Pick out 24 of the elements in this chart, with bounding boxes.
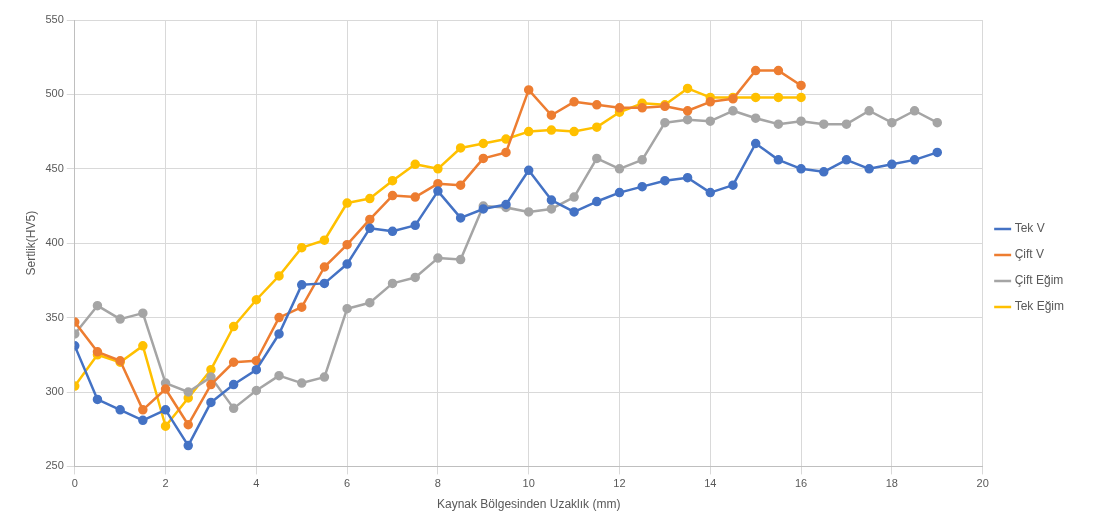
legend-label: Çift Eğim bbox=[1014, 273, 1064, 288]
y-tick-label: 550 bbox=[45, 13, 64, 26]
y-tick-label: 500 bbox=[45, 87, 64, 100]
x-tick-label: 18 bbox=[885, 477, 898, 490]
legend-label: Tek Eğim bbox=[1014, 299, 1065, 314]
x-tick-label: 6 bbox=[344, 477, 351, 490]
legend-label: Çift V bbox=[1014, 247, 1044, 262]
legend-label: Tek V bbox=[1014, 221, 1045, 236]
y-tick-label: 450 bbox=[45, 161, 64, 174]
x-tick-label: 20 bbox=[976, 477, 989, 490]
y-tick-label: 400 bbox=[45, 236, 64, 249]
y-tick-label: 250 bbox=[45, 459, 64, 472]
x-tick-label: 8 bbox=[434, 477, 441, 490]
x-axis-title: Kaynak Bölgesinden Uzaklık (mm) bbox=[437, 497, 621, 512]
x-tick-label: 12 bbox=[613, 477, 626, 490]
x-tick-label: 16 bbox=[794, 477, 808, 490]
x-tick-label: 2 bbox=[162, 477, 169, 490]
x-tick-label: 0 bbox=[71, 477, 78, 490]
x-tick-label: 14 bbox=[704, 477, 717, 490]
y-axis-title: Sertlik(HV5) bbox=[23, 210, 38, 276]
x-tick-label: 4 bbox=[253, 477, 260, 490]
x-tick-label: 10 bbox=[522, 477, 535, 490]
y-tick-label: 350 bbox=[45, 310, 64, 323]
y-tick-label: 300 bbox=[45, 385, 64, 398]
